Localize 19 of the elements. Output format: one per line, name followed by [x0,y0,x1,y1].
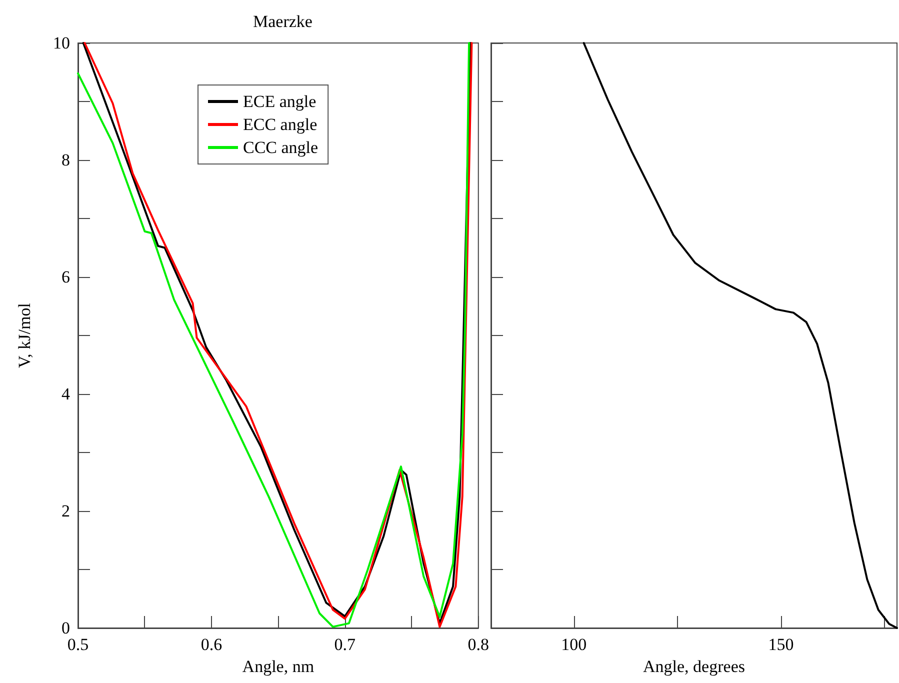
y-tick-label: 0 [62,618,70,638]
legend-label: ECE angle [243,92,316,111]
x-tick-label: 0.7 [334,635,356,654]
y-axis-title: V, kJ/mol [15,302,34,368]
x-tick-label: 0.8 [468,635,489,654]
chart-title: Maerzke [253,12,312,31]
x-tick-label: 0.5 [67,635,89,654]
y-tick-label: 8 [62,150,70,170]
x-axis-title: Angle, nm [242,656,314,676]
y-tick-label: 6 [62,268,70,286]
y-tick-label: 10 [53,34,70,52]
y-tick-label: 2 [62,502,70,520]
legend-label: CCC angle [243,138,318,157]
x-axis-title: Angle, degrees [643,656,745,676]
x-tick-label: 100 [561,635,587,654]
x-tick-label: 150 [768,635,794,654]
x-tick-label: 0.6 [200,635,222,654]
y-tick-label: 4 [62,384,70,404]
legend-label: ECC angle [243,115,318,134]
